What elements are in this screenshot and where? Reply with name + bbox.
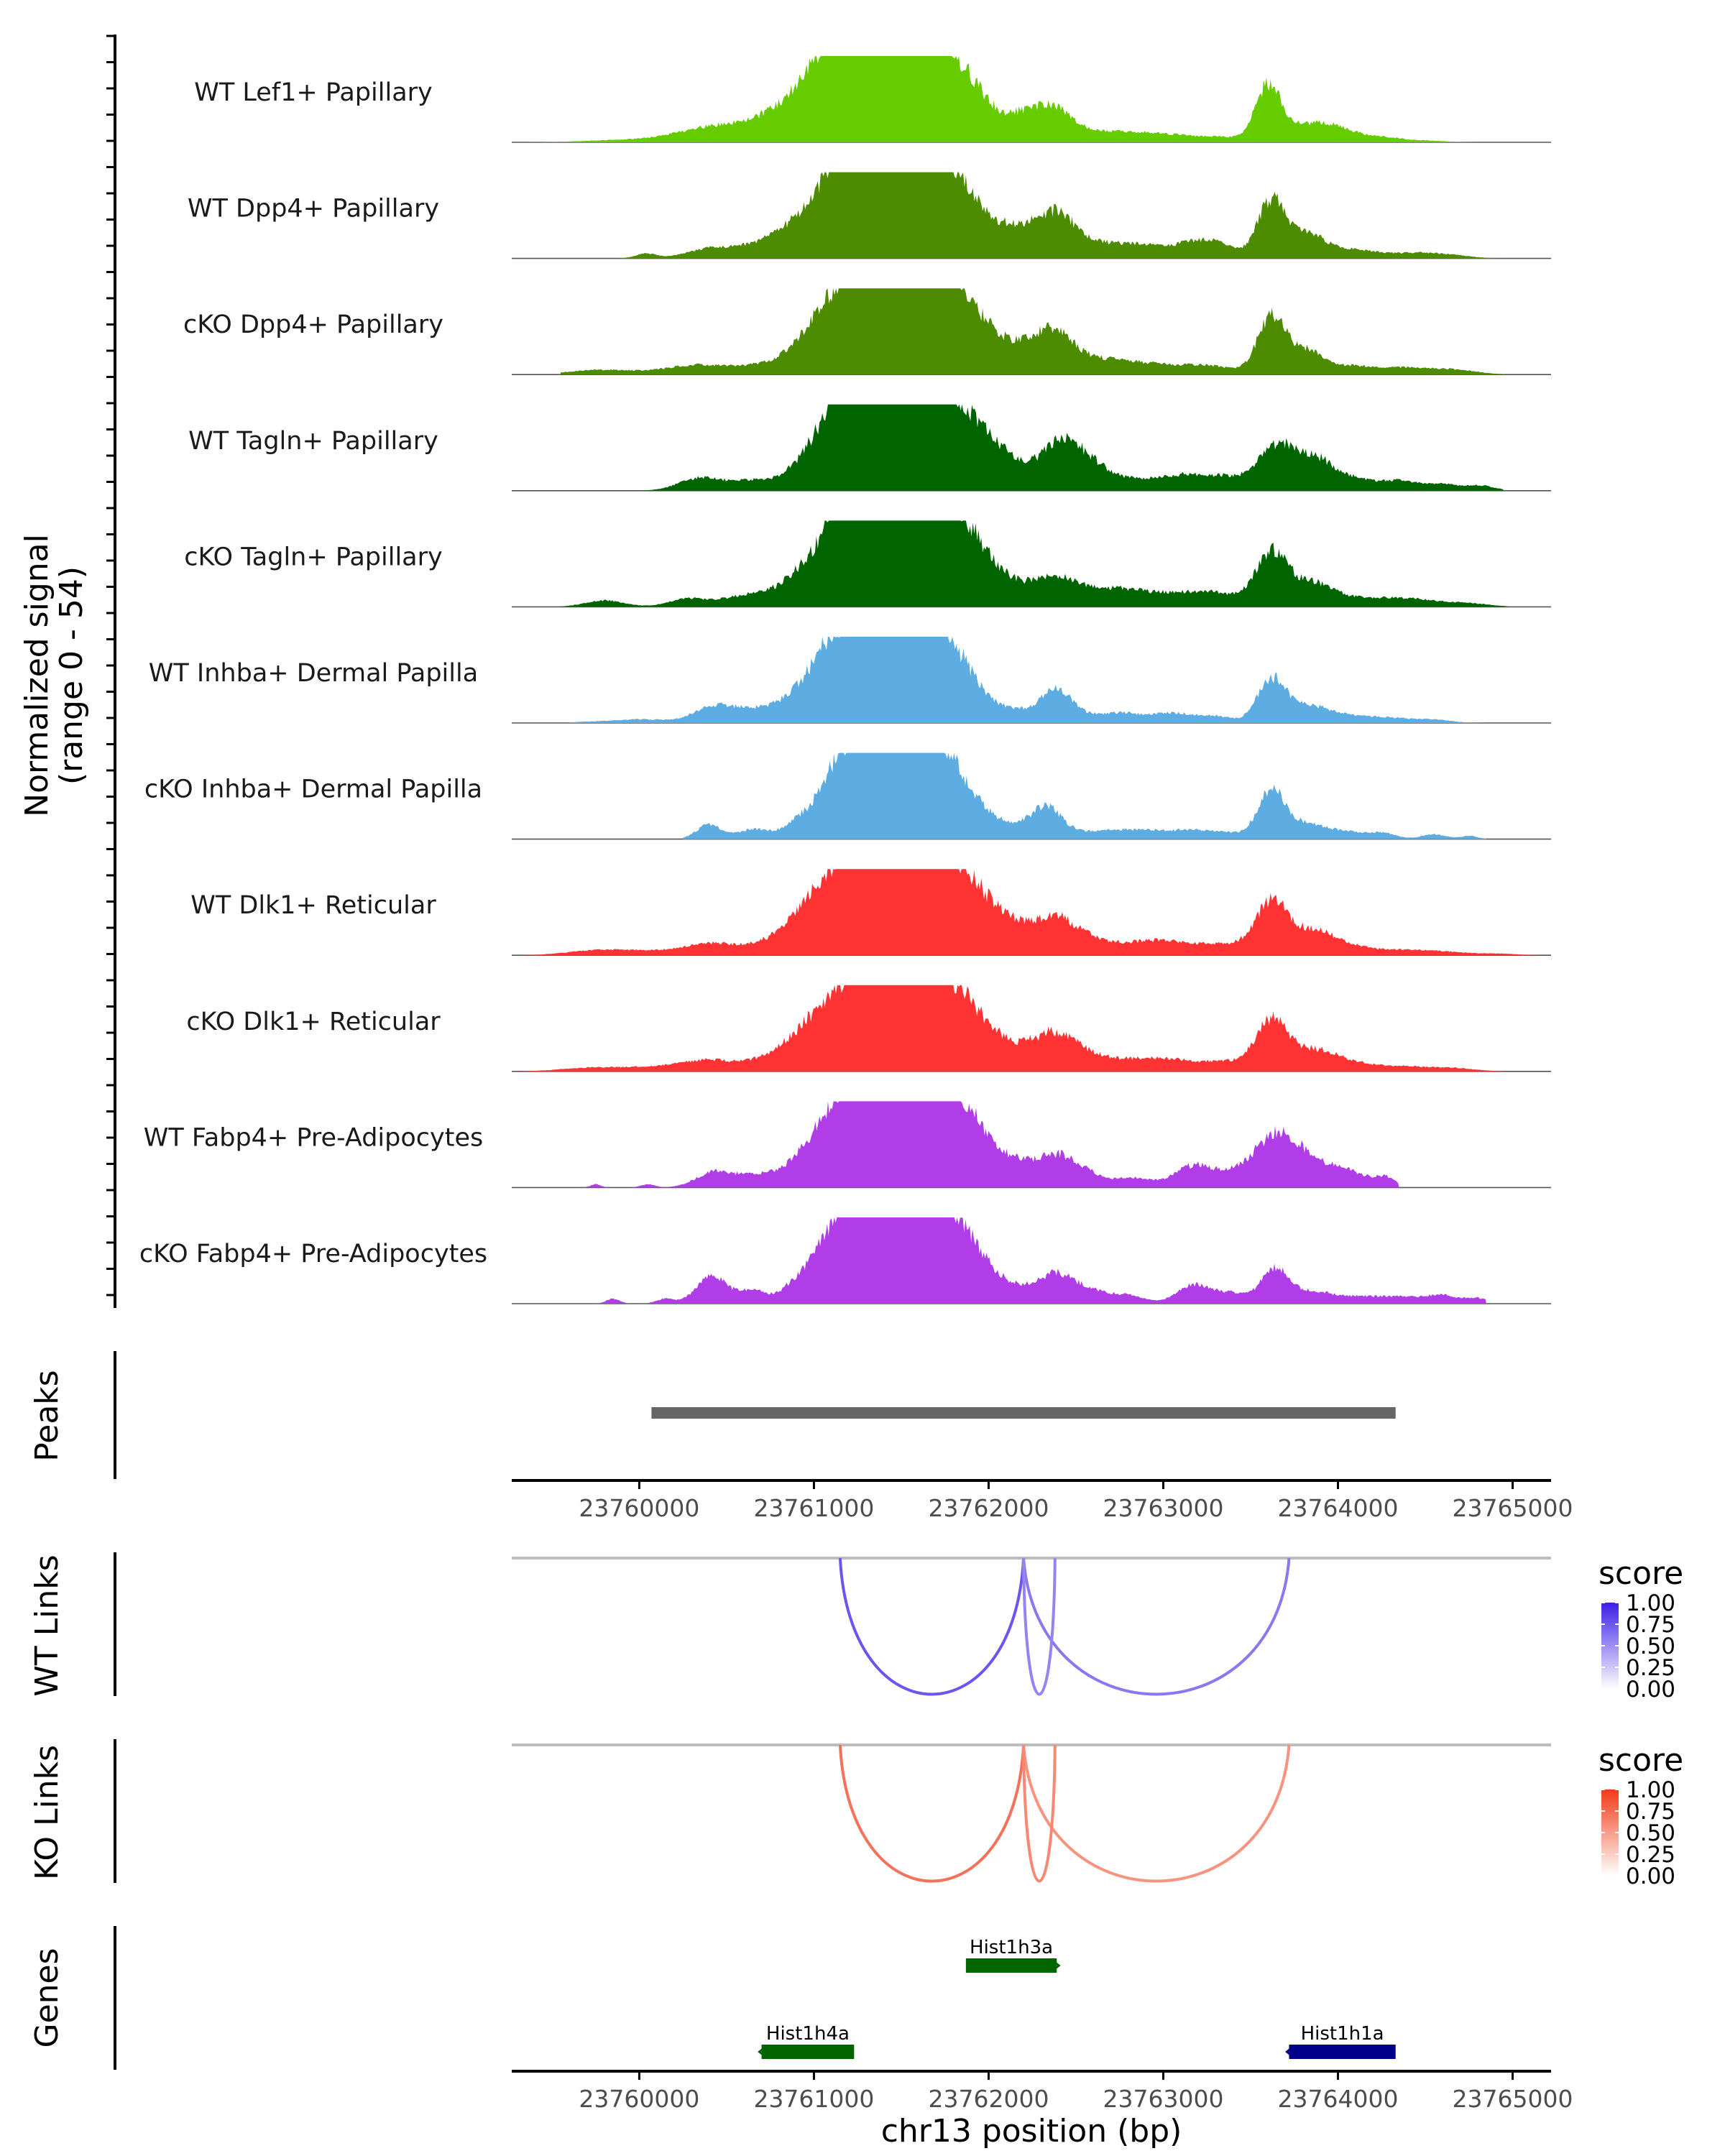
coverage-area [586, 1217, 1487, 1304]
coverage-area [561, 520, 1509, 607]
coverage-tracks: WT Lef1+ Papillary WT Dpp4+ Papillary cKO … [139, 56, 1551, 1304]
gene-label: Hist1h1a [1301, 2023, 1384, 2045]
x-tick-label: 23761000 [753, 2085, 874, 2113]
gene-strand-arrow [1285, 2044, 1296, 2060]
coverage-track: cKO Dpp4+ Papillary [183, 288, 1551, 376]
gene-body [761, 2045, 855, 2059]
wt-legend-ticks: 1.000.750.500.250.00 [1601, 1590, 1675, 1703]
ko-legend-title: score [1598, 1742, 1683, 1779]
y-axis-title: Normalized signal(range 0 - 54) [19, 534, 90, 817]
x-axis-title: chr13 position (bp) [881, 2113, 1182, 2150]
track-label: cKO Dlk1+ Reticular [186, 1008, 441, 1036]
coverage-track: WT Tagln+ Papillary [188, 404, 1551, 492]
x-axis-top: 23760000 23761000 23762000 23763000 23764000… [579, 1480, 1573, 1522]
x-tick-label: 23763000 [1103, 1494, 1223, 1522]
y-axis-title-line2: (range 0 - 54) [53, 566, 90, 785]
link-arc [1022, 1557, 1291, 1696]
coverage-track: WT Inhba+ Dermal Papilla [149, 637, 1551, 724]
x-tick-label: 23760000 [579, 2085, 699, 2113]
link-arc [838, 1744, 1026, 1883]
legend-tick-label: 0.50 [1626, 1634, 1675, 1659]
coverage-area [512, 985, 1504, 1072]
link-arc [838, 1557, 1026, 1696]
legend-tick-label: 1.00 [1626, 1590, 1675, 1616]
peaks-panel [651, 1407, 1396, 1419]
x-tick-label: 23765000 [1453, 2085, 1573, 2113]
track-label: WT Inhba+ Dermal Papilla [149, 659, 478, 688]
coverage-area [569, 637, 1487, 723]
legend-tick-label: 1.00 [1626, 1777, 1675, 1803]
coverage-track: WT Dpp4+ Papillary [188, 172, 1551, 259]
track-label: cKO Dpp4+ Papillary [183, 310, 443, 339]
track-label: cKO Tagln+ Papillary [184, 543, 443, 571]
link-arc [1022, 1744, 1057, 1883]
gene-label: Hist1h3a [970, 1937, 1053, 1958]
coverage-area [639, 404, 1504, 491]
legend-tick-label: 0.25 [1626, 1655, 1675, 1681]
coverage-area [512, 172, 1504, 259]
coverage-track: WT Fabp4+ Pre-Adipocytes [144, 1101, 1551, 1189]
track-label: WT Lef1+ Papillary [194, 78, 433, 107]
genes-label: Genes [29, 1948, 65, 2047]
track-label: WT Fabp4+ Pre-Adipocytes [144, 1123, 483, 1152]
coverage-track: WT Lef1+ Papillary [194, 56, 1551, 143]
gene-strand-arrow [1050, 1958, 1061, 1973]
coverage-area [683, 752, 1487, 839]
ko-links-arcs [838, 1744, 1291, 1883]
x-tick-label: 23761000 [753, 1494, 874, 1522]
genes-panel: Hist1h3a Hist1h4a Hist1h1a [758, 1937, 1396, 2060]
track-label: cKO Inhba+ Dermal Papilla [144, 775, 482, 804]
coverage-track: cKO Tagln+ Papillary [184, 520, 1551, 608]
coverage-area [569, 1101, 1399, 1188]
coverage-track: cKO Fabp4+ Pre-Adipocytes [139, 1217, 1551, 1304]
track-label: WT Tagln+ Papillary [188, 427, 438, 456]
x-tick-label: 23764000 [1278, 2085, 1399, 2113]
legend-tick-label: 0.50 [1626, 1820, 1675, 1846]
legend-tick-label: 0.25 [1626, 1842, 1675, 1868]
legend-tick-label: 0.75 [1626, 1799, 1675, 1825]
x-tick-label: 23764000 [1278, 1494, 1399, 1522]
coverage-track: cKO Inhba+ Dermal Papilla [144, 752, 1551, 840]
gene-model: Hist1h3a [965, 1937, 1061, 1973]
legend-tick-label: 0.75 [1626, 1612, 1675, 1638]
gene-body [965, 1958, 1057, 1973]
wt-links-legend: score 1.000.750.500.250.00 [1598, 1555, 1683, 1703]
track-label: WT Dlk1+ Reticular [190, 891, 436, 920]
ko-legend-ticks: 1.000.750.500.250.00 [1601, 1777, 1675, 1889]
track-label: cKO Fabp4+ Pre-Adipocytes [139, 1240, 487, 1268]
gene-body [1289, 2045, 1396, 2059]
y-axis-title-line1: Normalized signal [19, 534, 55, 817]
x-tick-label: 23762000 [928, 2085, 1049, 2113]
x-tick-label: 23763000 [1103, 2085, 1223, 2113]
coverage-area [561, 288, 1504, 375]
coverage-area [512, 56, 1504, 142]
link-arc [1022, 1744, 1291, 1883]
wt-links-arcs [838, 1557, 1291, 1696]
y-axis-minor-ticks [106, 34, 115, 1296]
coverage-track: WT Dlk1+ Reticular [190, 869, 1551, 956]
coverage-area [512, 869, 1539, 956]
gene-model: Hist1h4a [758, 2023, 855, 2060]
ko-links-legend: score 1.000.750.500.250.00 [1598, 1742, 1683, 1889]
gene-strand-arrow [758, 2044, 768, 2060]
peak-region [651, 1407, 1396, 1419]
peaks-label: Peaks [29, 1370, 65, 1461]
x-tick-label: 23765000 [1453, 1494, 1573, 1522]
link-arc [1022, 1557, 1057, 1696]
legend-tick-label: 0.00 [1626, 1864, 1675, 1889]
legend-tick-label: 0.00 [1626, 1677, 1675, 1703]
wt-links-label: WT Links [29, 1554, 65, 1696]
wt-legend-title: score [1598, 1555, 1683, 1592]
track-label: WT Dpp4+ Papillary [188, 195, 439, 224]
x-tick-label: 23760000 [579, 1494, 699, 1522]
ko-links-label: KO Links [29, 1745, 65, 1880]
x-axis-bottom: 23760000 23761000 23762000 23763000 23764000… [579, 2071, 1573, 2113]
gene-label: Hist1h4a [766, 2023, 850, 2045]
x-tick-label: 23762000 [928, 1494, 1049, 1522]
gene-model: Hist1h1a [1285, 2023, 1396, 2060]
coverage-track: cKO Dlk1+ Reticular [186, 985, 1551, 1072]
